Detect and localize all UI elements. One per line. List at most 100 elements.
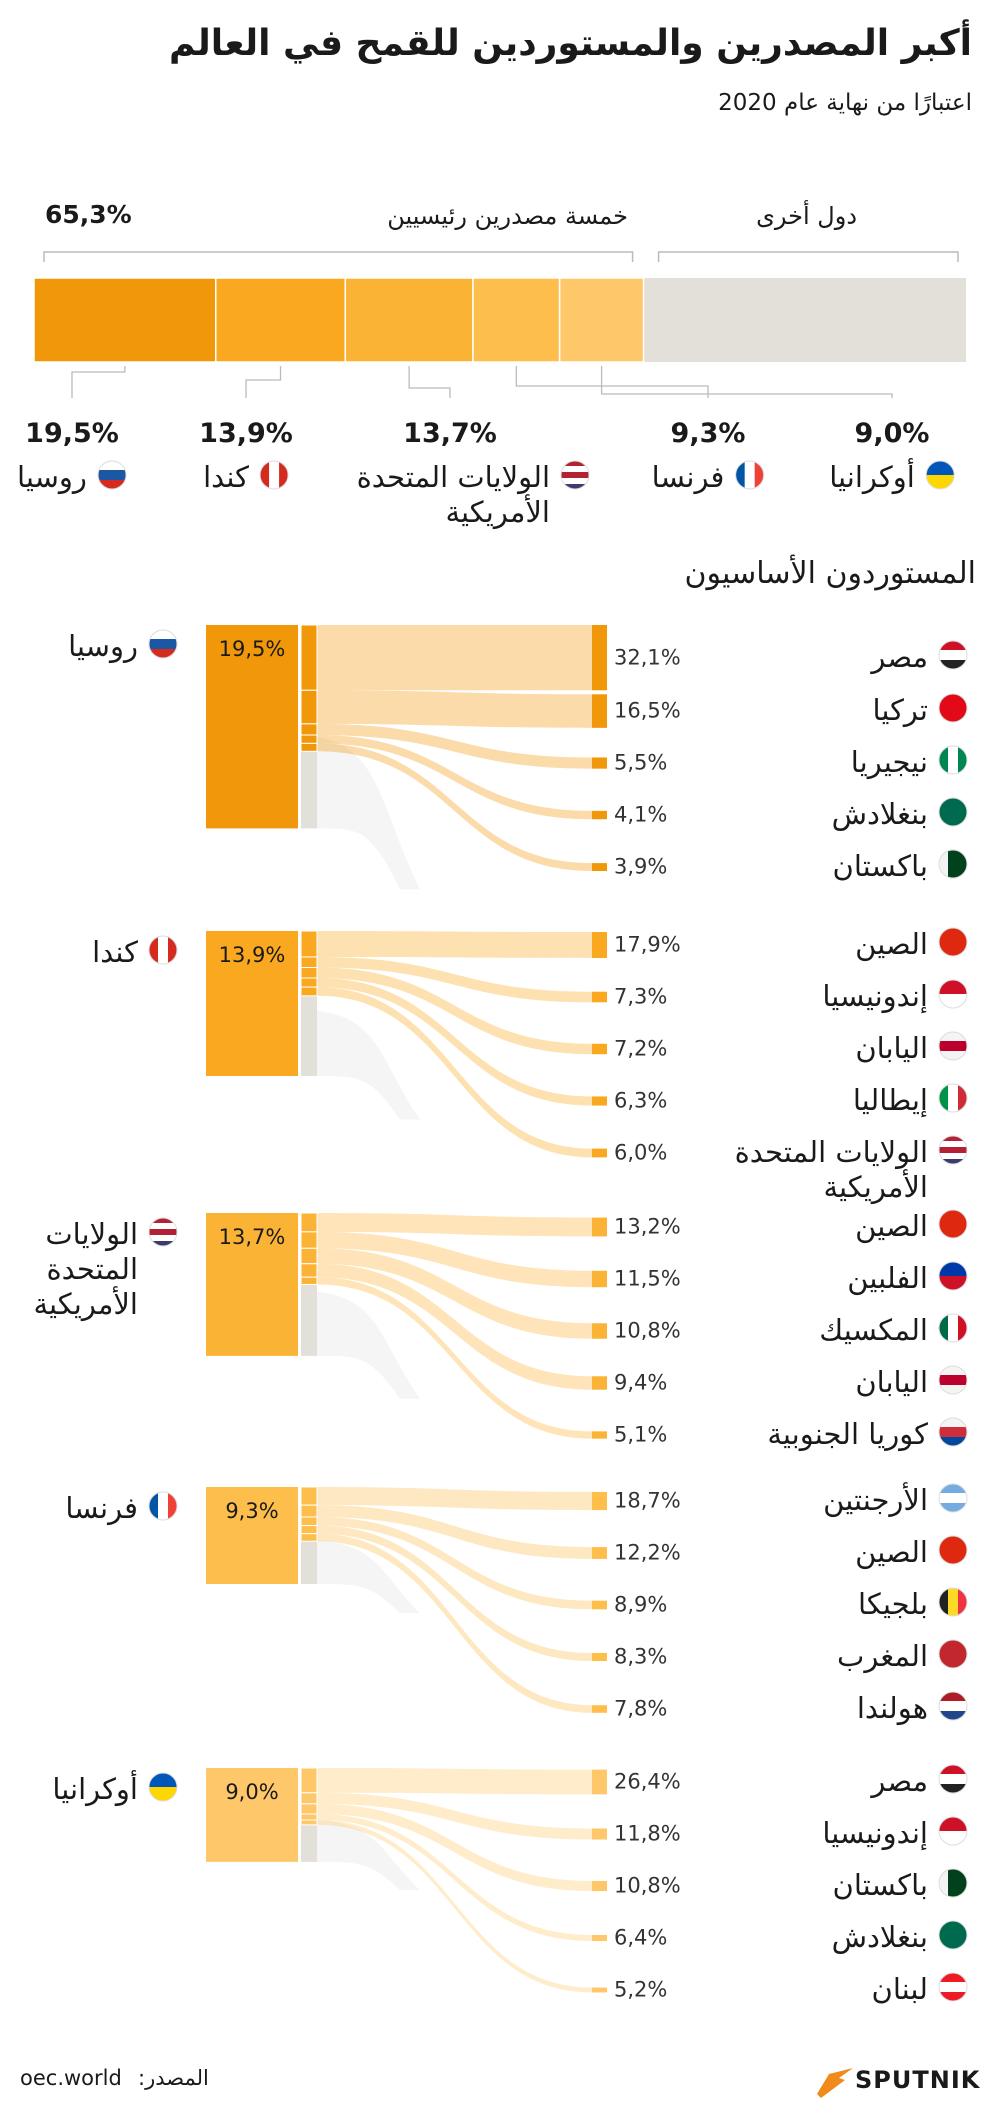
flag-stripe [939, 1136, 967, 1142]
flag-stripe [958, 1314, 967, 1342]
flag [148, 1772, 178, 1802]
subtitle: اعتبارًا من نهاية عام 2020 [718, 90, 972, 116]
flag-rim [938, 1483, 968, 1513]
importer-bar [592, 1828, 607, 1840]
importer-bar [592, 1217, 607, 1237]
importer-name: الأرجنتين [823, 1483, 968, 1518]
flag-stripe [939, 1982, 967, 1993]
strip-segment [300, 1792, 318, 1805]
importer-name-text: اليابان [855, 1365, 928, 1399]
flag-stripe [939, 1276, 967, 1290]
strip-segment [300, 1247, 318, 1265]
strip-segment [300, 930, 318, 958]
flag-rim [925, 460, 955, 490]
flow-ribbon [317, 1516, 592, 1610]
flag-rim [938, 1417, 968, 1447]
flow-ribbon [317, 1263, 592, 1390]
flow-ribbon [317, 1231, 592, 1288]
flag [938, 1417, 968, 1447]
flag-rim [938, 1083, 968, 1113]
flag-rim [938, 979, 968, 1009]
importer-bar [592, 1491, 607, 1511]
importer-share: 6,3% [614, 1088, 668, 1113]
others-bracket [657, 251, 959, 262]
flow-exporter-text: الولايات المتحدة الأمريكية [33, 1217, 138, 1321]
flag-stripe [149, 1787, 177, 1801]
importer-name: إيطاليا [853, 1083, 968, 1118]
flag [734, 460, 764, 490]
strip-segment [300, 977, 318, 988]
exporter-segment [214, 277, 347, 363]
flow-ribbon [317, 1533, 592, 1713]
importer-bar [592, 1652, 607, 1662]
flag-stripe [925, 475, 954, 489]
flag-stripe [939, 994, 967, 1008]
flag-rim [938, 849, 968, 879]
flag-rim [938, 797, 968, 827]
flag [938, 1764, 968, 1794]
flag-rim [938, 1639, 968, 1669]
importer-share: 5,2% [614, 1977, 668, 2002]
flag-rim [734, 460, 764, 490]
flag-stripe [939, 1640, 967, 1668]
flag-stripe [939, 798, 967, 827]
flag-stripe [168, 936, 177, 964]
rest-fade [317, 1010, 420, 1120]
flag-stripe [939, 1536, 967, 1564]
flag-stripe [158, 1492, 169, 1520]
importer-bar [592, 1043, 607, 1055]
flag-stripe [149, 1235, 177, 1242]
leader-line [71, 366, 126, 398]
flag-stripe [561, 472, 589, 479]
flow-ribbon [317, 1505, 592, 1559]
flag-stripe [958, 1869, 967, 1897]
exporter-name: الولايات المتحدة الأمريكية [310, 460, 590, 530]
flag-stripe [149, 1223, 177, 1230]
importer-name-text: الصين [855, 1535, 928, 1569]
flag-stripe [948, 1314, 959, 1342]
flag-stripe [939, 1084, 949, 1112]
importer-name: الفلبين [847, 1261, 968, 1296]
flow-exporter: أوكرانيا [52, 1772, 178, 1807]
flag [938, 1031, 968, 1061]
flag-stripe [754, 461, 764, 489]
flag-stripe [939, 1503, 967, 1512]
flow-ribbon [317, 1487, 592, 1511]
flag-stripe [939, 1869, 949, 1897]
strip-segment [300, 1803, 318, 1815]
flag-stripe [939, 1817, 967, 1832]
flag-rim [938, 1313, 968, 1343]
flag-stripe [948, 746, 959, 775]
flag-stripe [939, 1701, 967, 1712]
brand-icon [817, 2068, 853, 2098]
flag-stripe [939, 1711, 967, 1720]
importer-name: الصين [855, 927, 968, 962]
flag-stripe [939, 1992, 967, 2001]
flag-stripe [939, 1141, 967, 1148]
flag-stripe [939, 1765, 967, 1775]
flag-stripe [958, 850, 967, 879]
flow-ribbon [317, 1277, 592, 1439]
flow-ribbon [317, 987, 592, 1158]
rest-fade [317, 1540, 420, 1614]
flag-stripe [939, 1418, 967, 1428]
exporter-segment [558, 277, 645, 363]
flag-rim [938, 1031, 968, 1061]
importer-bar [592, 1880, 607, 1892]
flag-stripe [948, 1084, 959, 1112]
strip-segment [300, 723, 318, 736]
strip-segment [300, 1516, 318, 1527]
flag-stripe [939, 1484, 967, 1494]
flag-rim [938, 693, 968, 723]
exporter-box [206, 931, 298, 1076]
flow-ribbon [317, 931, 592, 958]
flag-rim [938, 1920, 968, 1950]
flag [148, 629, 178, 659]
importers-title: المستوردون الأساسيون [684, 556, 976, 591]
flow-exporter: فرنسا [65, 1491, 178, 1526]
flow-exporter: الولايات المتحدة الأمريكية [3, 1217, 178, 1321]
flag-stripe [97, 461, 126, 471]
flag-stripe [158, 936, 169, 964]
strip-segment [300, 734, 318, 744]
importer-share: 6,0% [614, 1140, 668, 1165]
